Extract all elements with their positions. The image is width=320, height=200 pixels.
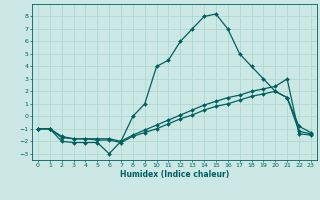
X-axis label: Humidex (Indice chaleur): Humidex (Indice chaleur)	[120, 170, 229, 179]
